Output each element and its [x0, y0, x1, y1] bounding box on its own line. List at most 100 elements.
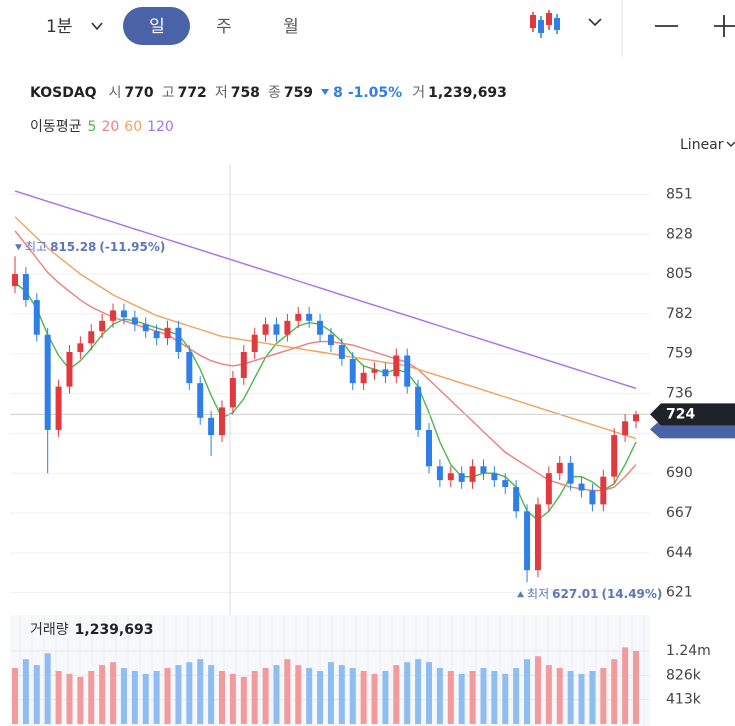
candle-body [186, 352, 193, 384]
moving-average-line [14, 230, 637, 492]
last-price-label: 724 [666, 406, 695, 422]
candle-body [524, 511, 531, 571]
candle-body [99, 320, 106, 332]
candle-body [88, 331, 95, 344]
chart-type-icon[interactable] [530, 10, 560, 38]
candle-body [251, 334, 258, 353]
down-arrow [321, 89, 330, 95]
tab[interactable]: 일 [149, 17, 165, 37]
candle-body [284, 320, 291, 335]
candle-body [622, 421, 629, 436]
candle-body [611, 435, 618, 477]
candle-body [556, 462, 563, 474]
volume-bar [110, 662, 117, 724]
chevron[interactable] [588, 18, 602, 27]
candle-body [327, 334, 334, 346]
volume-bar [153, 670, 160, 724]
volume-bar [219, 670, 225, 724]
candle-body [66, 352, 73, 387]
volume-bar [197, 659, 204, 724]
candle-body [219, 407, 225, 436]
volume-label: 거래량 [30, 622, 69, 638]
candle-body [567, 462, 574, 484]
volume-bar [502, 673, 509, 724]
moving-average-line [14, 190, 637, 390]
candle-body [197, 383, 204, 418]
candle-body [382, 369, 389, 377]
tab[interactable]: 주 [216, 17, 232, 37]
symbol: KOSDAQ [30, 85, 97, 101]
candle-body [458, 473, 465, 482]
volume-bar [556, 668, 563, 724]
candle-body [633, 414, 639, 422]
volume-bar [611, 659, 618, 724]
candle-body [306, 313, 313, 321]
quote-value: 759 [284, 85, 313, 101]
candle-body [480, 466, 487, 474]
legend-entry: 5 [88, 119, 97, 135]
volume-tick-label: 413k [666, 692, 702, 708]
legend-title: 이동평균 [30, 119, 82, 135]
volume-bar [229, 673, 236, 724]
candle-body [338, 345, 345, 359]
interval-selector[interactable]: 1분 [46, 17, 72, 37]
volume-bar [131, 670, 138, 724]
annotation-arrow [15, 244, 22, 251]
volume-bar [273, 665, 280, 724]
volume-bar [240, 676, 247, 724]
volume-bar [426, 662, 432, 724]
quote-value: 770 [124, 85, 153, 101]
candle-body [589, 490, 596, 505]
chevron[interactable] [726, 141, 735, 147]
candle-body [295, 313, 302, 321]
volume-bar [120, 668, 127, 724]
volume-bar [33, 665, 40, 724]
volume-bar [186, 662, 193, 724]
volume-bar [317, 670, 324, 724]
candle-body [55, 386, 62, 430]
volume-bar [513, 668, 520, 724]
quote-label: 종 [268, 85, 281, 101]
volume-bar [480, 668, 487, 724]
candle-body [110, 310, 117, 321]
volume-tick-label: 1.24m [666, 643, 711, 659]
candle-body [469, 466, 476, 482]
volume-bar [208, 665, 215, 724]
candle-body [77, 343, 84, 353]
chevron[interactable] [91, 22, 103, 31]
volume-bar [12, 668, 18, 724]
volume-bar [55, 670, 62, 724]
volume-bar [22, 659, 29, 724]
volume-bar [338, 665, 345, 724]
candle-body [447, 473, 454, 481]
volume-bar [175, 665, 182, 724]
zoom-in-button[interactable] [714, 15, 735, 37]
y-tick-label: 690 [666, 465, 693, 481]
candle-body [120, 310, 127, 318]
volume-bar [589, 670, 596, 724]
candle-body [142, 324, 149, 332]
legend-entry: 60 [124, 119, 142, 135]
quote-label: 고 [162, 85, 175, 101]
scale-selector[interactable]: Linear [680, 137, 724, 153]
candle-body [262, 324, 269, 335]
volume-bar [295, 665, 302, 724]
y-tick-label: 805 [666, 266, 693, 282]
volume-bar [633, 650, 639, 724]
y-tick-label: 736 [666, 386, 693, 402]
volume-bar [469, 670, 476, 724]
volume-bar [360, 670, 367, 724]
volume-bar [251, 670, 258, 724]
quote-volume: 1,239,693 [428, 85, 507, 101]
moving-average-line [14, 216, 637, 440]
candle-body [426, 429, 432, 467]
volume-bar [404, 662, 411, 724]
moving-average-line [14, 282, 637, 521]
candle-body [273, 324, 280, 335]
tab[interactable]: 월 [283, 17, 299, 37]
y-tick-label: 621 [666, 585, 693, 601]
volume-bar [371, 673, 378, 724]
candle-body [360, 372, 367, 384]
volume-bar [66, 673, 73, 724]
volume-bar [382, 670, 389, 724]
